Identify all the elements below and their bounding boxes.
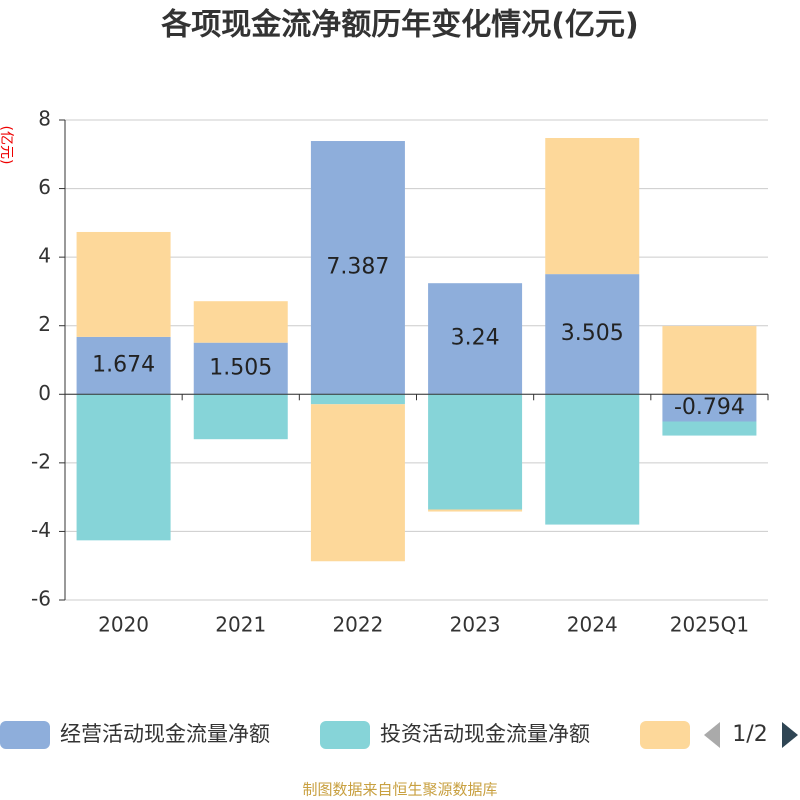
bar (662, 394, 757, 422)
bar (310, 394, 405, 405)
legend-prev[interactable] (704, 722, 720, 748)
bar (428, 394, 523, 510)
bar (193, 342, 288, 395)
chart-title: 各项现金流净额历年变化情况(亿元) (160, 8, 638, 43)
x-tick-label: 2022 (332, 613, 383, 637)
y-tick-label: 0 (38, 381, 51, 405)
legend-swatch (0, 721, 50, 749)
bar (76, 394, 171, 541)
x-tick-label: 2025Q1 (670, 613, 749, 637)
y-tick-label: -6 (31, 587, 51, 611)
x-tick-label: 2023 (450, 613, 501, 637)
data-label: 3.24 (451, 326, 500, 351)
bar (662, 326, 757, 395)
data-label: 1.505 (209, 355, 272, 380)
bar (545, 138, 640, 275)
bar (193, 394, 288, 440)
data-label: 7.387 (326, 255, 389, 280)
data-label: 3.505 (561, 321, 624, 346)
y-tick-label: 6 (38, 175, 51, 199)
bar (662, 421, 757, 436)
y-tick-label: -4 (31, 518, 51, 542)
legend-swatch (320, 721, 370, 749)
legend-swatch (640, 721, 690, 749)
y-tick-label: 8 (38, 107, 51, 131)
bar (428, 283, 523, 395)
legend-label: 经营活动现金流量净额 (60, 722, 270, 746)
bar (193, 301, 288, 343)
bar (76, 336, 171, 395)
legend-label: 投资活动现金流量净额 (380, 722, 590, 746)
x-tick-label: 2021 (215, 613, 266, 637)
bar (545, 394, 640, 525)
bar (310, 404, 405, 562)
data-label: -0.794 (674, 395, 745, 420)
bar (76, 231, 171, 337)
x-tick-label: 2020 (98, 613, 149, 637)
y-tick-label: 4 (38, 244, 51, 268)
bar (310, 141, 405, 395)
legend-next[interactable] (782, 722, 798, 748)
data-label: 1.674 (92, 353, 155, 378)
y-axis-label: (亿元) (0, 126, 14, 165)
x-tick-label: 2024 (567, 613, 618, 637)
bar (545, 274, 640, 395)
source: 制图数据来自恒生聚源数据库 (302, 781, 497, 799)
y-tick-label: 2 (38, 312, 51, 336)
y-tick-label: -2 (31, 449, 51, 473)
legend-page: 1/2 (732, 722, 767, 747)
bar (428, 509, 523, 512)
